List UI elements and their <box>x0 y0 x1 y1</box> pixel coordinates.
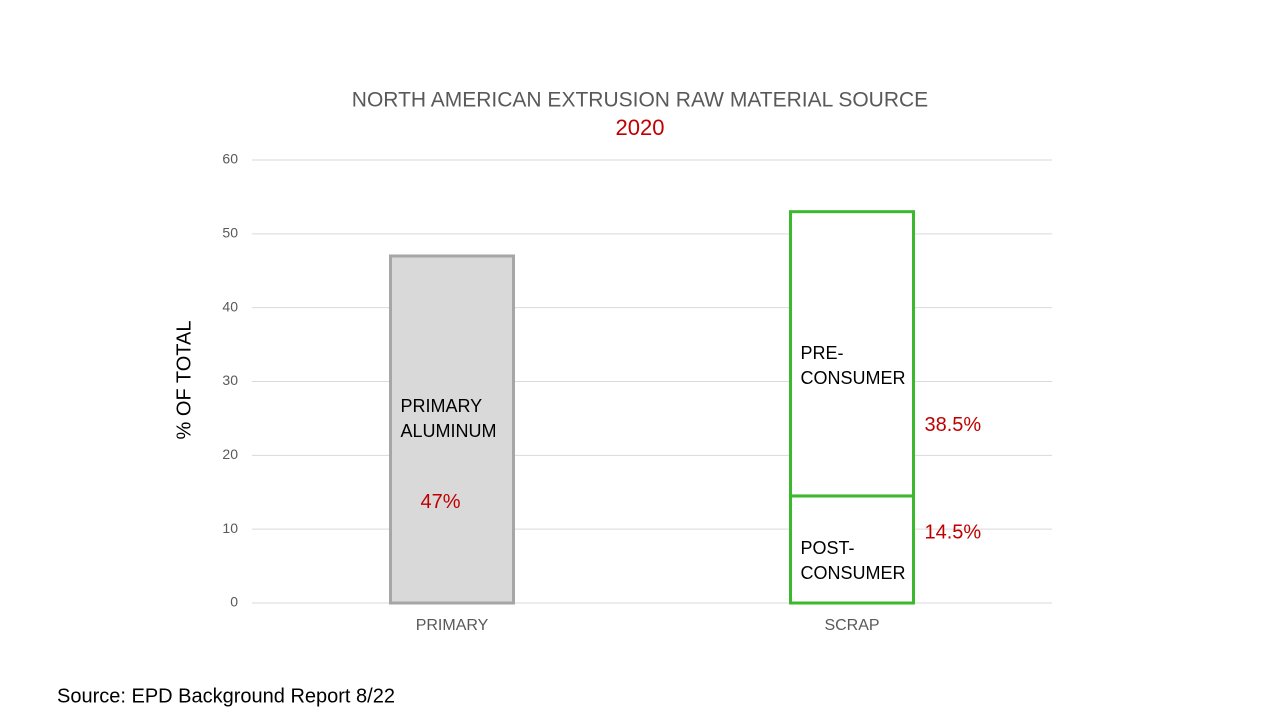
x-tick-label: PRIMARY <box>416 617 489 634</box>
bar-segment <box>389 254 515 605</box>
chart-title: NORTH AMERICAN EXTRUSION RAW MATERIAL SO… <box>352 89 928 112</box>
y-axis-label: % OF TOTAL <box>173 321 195 440</box>
value-label: 14.5% <box>925 521 982 543</box>
y-tick-label: 20 <box>222 446 238 462</box>
bar-segment <box>789 494 915 605</box>
y-tick-label: 0 <box>230 594 238 610</box>
y-tick-label: 60 <box>222 151 238 167</box>
y-tick-label: 40 <box>222 298 238 314</box>
value-label: 38.5% <box>925 414 982 436</box>
y-tick-label: 30 <box>222 372 238 388</box>
source-note: Source: EPD Background Report 8/22 <box>57 685 395 707</box>
y-tick-label: 10 <box>222 520 238 536</box>
segment-name: PRE-CONSUMER <box>800 342 906 388</box>
x-tick-label: SCRAP <box>824 617 879 634</box>
value-label: 47% <box>421 491 461 513</box>
chart-subtitle: 2020 <box>616 115 665 140</box>
segment-name: PRIMARY ALUMINUM <box>400 396 497 442</box>
bar-segment <box>789 210 915 498</box>
segment-name: POST-CONSUMER <box>800 538 906 584</box>
y-tick-label: 50 <box>222 225 238 241</box>
